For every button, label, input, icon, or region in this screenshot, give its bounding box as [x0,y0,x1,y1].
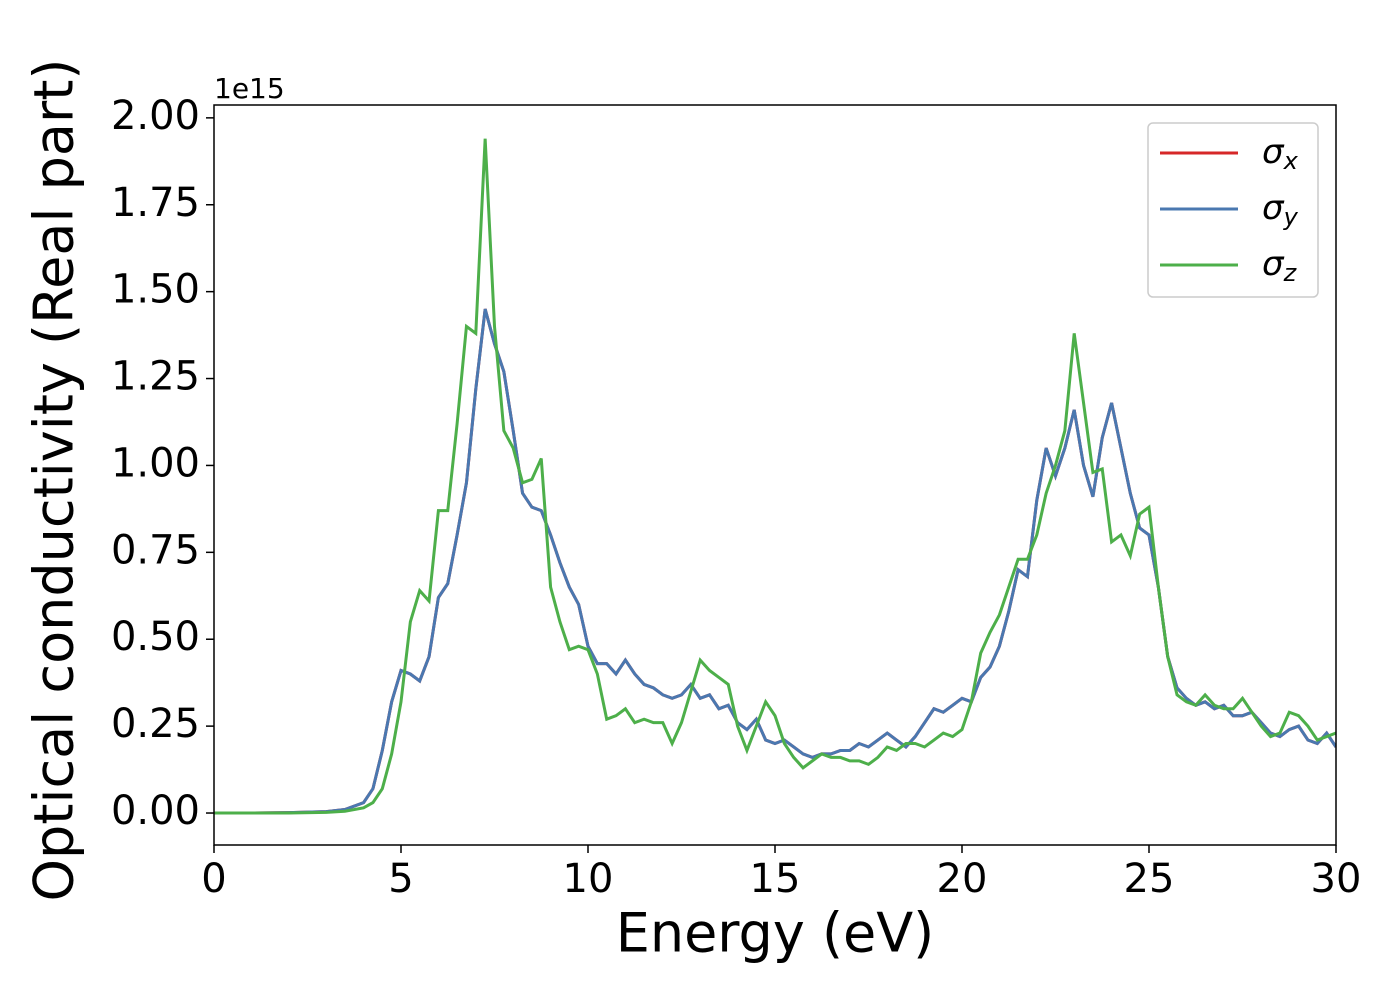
series-line [214,308,1336,815]
y-tick-label: 1.25 [111,354,200,400]
x-tick-label: 5 [388,856,413,902]
legend-label: σz [1262,244,1298,288]
y-tick-label: 1.50 [111,267,200,313]
y-tick-label: 1.75 [111,180,200,226]
y-tick-label: 2.00 [111,93,200,139]
x-tick-label: 15 [750,856,801,902]
y-tick-label: 0.50 [111,614,200,660]
legend-label: σy [1262,188,1299,232]
series-line [214,138,1336,815]
y-tick-label: 0.75 [111,527,200,573]
x-tick-label: 10 [563,856,614,902]
x-tick-label: 0 [201,856,226,902]
x-axis-label: Energy (eV) [616,902,935,965]
series-line [214,308,1336,815]
legend-label: σx [1262,132,1299,176]
y-tick-label: 1.00 [111,440,200,486]
plot-frame [213,104,1337,846]
x-tick-label: 30 [1311,856,1362,902]
x-tick-label: 20 [937,856,988,902]
y-tick-label: 0.00 [111,788,200,834]
x-tick-label: 25 [1124,856,1175,902]
offset-text: 1e15 [214,72,285,105]
y-axis-label: Optical conductivity (Real part) [23,59,86,902]
y-tick-label: 0.25 [111,701,200,747]
